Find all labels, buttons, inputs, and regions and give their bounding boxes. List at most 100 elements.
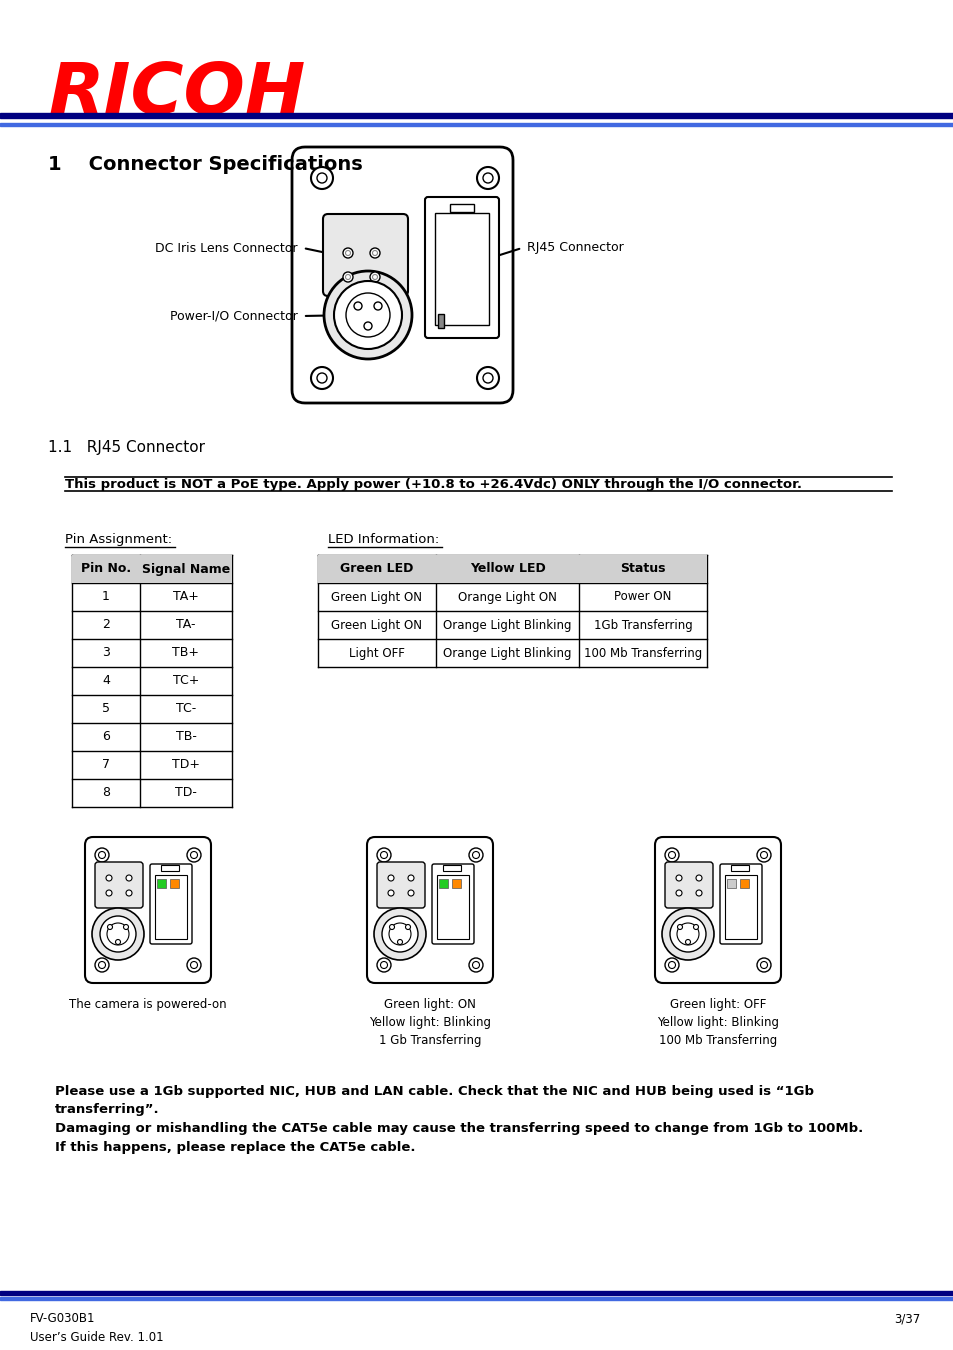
Circle shape — [469, 958, 482, 972]
Circle shape — [311, 367, 333, 389]
Bar — [438, 879, 448, 888]
Bar — [435, 213, 489, 325]
FancyBboxPatch shape — [292, 147, 513, 404]
Circle shape — [677, 925, 681, 930]
FancyBboxPatch shape — [95, 863, 143, 909]
Text: 7: 7 — [102, 759, 110, 771]
Circle shape — [397, 940, 402, 945]
Bar — [317, 555, 706, 583]
Text: Green Light ON: Green Light ON — [331, 618, 422, 632]
Text: Pin Assignment:: Pin Assignment: — [65, 533, 172, 545]
FancyBboxPatch shape — [655, 837, 781, 983]
Circle shape — [364, 323, 372, 329]
Circle shape — [376, 848, 391, 863]
Circle shape — [98, 852, 106, 859]
Text: TD+: TD+ — [172, 759, 200, 771]
Circle shape — [187, 958, 201, 972]
Circle shape — [676, 890, 681, 896]
Circle shape — [343, 271, 353, 282]
FancyBboxPatch shape — [720, 864, 761, 944]
Circle shape — [115, 940, 120, 945]
Circle shape — [354, 302, 361, 311]
Circle shape — [760, 961, 767, 968]
Circle shape — [126, 875, 132, 882]
Text: TB-: TB- — [175, 730, 196, 744]
Circle shape — [476, 367, 498, 389]
Circle shape — [107, 923, 129, 945]
Text: TA-: TA- — [176, 618, 195, 632]
Text: Status: Status — [619, 563, 665, 575]
Text: This product is NOT a PoE type. Apply power (+10.8 to +26.4Vdc) ONLY through the: This product is NOT a PoE type. Apply po… — [65, 478, 801, 491]
Bar — [0, 113, 953, 117]
Circle shape — [123, 925, 129, 930]
Circle shape — [469, 848, 482, 863]
Text: LED Information:: LED Information: — [328, 533, 438, 545]
Circle shape — [696, 890, 701, 896]
Text: Please use a 1Gb supported NIC, HUB and LAN cable. Check that the NIC and HUB be: Please use a 1Gb supported NIC, HUB and … — [55, 1085, 862, 1153]
Circle shape — [334, 281, 401, 350]
Bar — [170, 879, 179, 888]
Circle shape — [760, 852, 767, 859]
Circle shape — [668, 961, 675, 968]
Text: 1Gb Transferring: 1Gb Transferring — [593, 618, 692, 632]
Circle shape — [685, 940, 690, 945]
Text: 2: 2 — [102, 618, 110, 632]
Circle shape — [380, 852, 387, 859]
Circle shape — [482, 373, 493, 383]
Circle shape — [757, 848, 770, 863]
Text: TD-: TD- — [175, 787, 196, 799]
Circle shape — [324, 271, 412, 359]
FancyBboxPatch shape — [424, 197, 498, 338]
Text: The camera is powered-on: The camera is powered-on — [70, 998, 227, 1011]
Text: Light OFF: Light OFF — [349, 647, 404, 660]
Circle shape — [664, 848, 679, 863]
Circle shape — [482, 173, 493, 184]
Circle shape — [476, 167, 498, 189]
Circle shape — [757, 958, 770, 972]
Text: Power-I/O Connector: Power-I/O Connector — [170, 309, 297, 323]
Circle shape — [381, 917, 417, 952]
Circle shape — [696, 875, 701, 882]
Circle shape — [316, 173, 327, 184]
Bar — [154, 875, 187, 940]
Text: Signal Name: Signal Name — [142, 563, 230, 575]
Circle shape — [380, 961, 387, 968]
Text: Pin No.: Pin No. — [81, 563, 131, 575]
FancyBboxPatch shape — [150, 864, 192, 944]
Text: 100 Mb Transferring: 100 Mb Transferring — [583, 647, 701, 660]
Bar — [0, 1291, 953, 1295]
Circle shape — [693, 925, 698, 930]
Text: TB+: TB+ — [172, 647, 199, 660]
Circle shape — [187, 848, 201, 863]
Circle shape — [472, 852, 479, 859]
Circle shape — [408, 875, 414, 882]
Text: Green light: OFF
Yellow light: Blinking
100 Mb Transferring: Green light: OFF Yellow light: Blinking … — [657, 998, 779, 1048]
Text: Green LED: Green LED — [340, 563, 414, 575]
Circle shape — [472, 961, 479, 968]
Text: DC Iris Lens Connector: DC Iris Lens Connector — [155, 242, 297, 255]
Circle shape — [106, 890, 112, 896]
Circle shape — [98, 961, 106, 968]
Text: 1.1   RJ45 Connector: 1.1 RJ45 Connector — [48, 440, 205, 455]
Text: Orange Light Blinking: Orange Light Blinking — [443, 647, 571, 660]
Circle shape — [345, 251, 350, 255]
Bar — [0, 1297, 953, 1300]
Circle shape — [95, 958, 109, 972]
Text: 3/37: 3/37 — [893, 1312, 919, 1324]
Text: 1    Connector Specifications: 1 Connector Specifications — [48, 155, 362, 174]
Text: FV-G030B1
User’s Guide Rev. 1.01: FV-G030B1 User’s Guide Rev. 1.01 — [30, 1312, 164, 1345]
Bar — [436, 875, 469, 940]
Bar — [442, 865, 460, 871]
Circle shape — [376, 958, 391, 972]
Text: Orange Light ON: Orange Light ON — [457, 590, 557, 603]
Bar — [161, 865, 179, 871]
FancyBboxPatch shape — [664, 863, 712, 909]
Circle shape — [388, 875, 394, 882]
Bar — [724, 875, 757, 940]
FancyBboxPatch shape — [367, 837, 493, 983]
Circle shape — [370, 271, 379, 282]
Text: 1: 1 — [102, 590, 110, 603]
Text: 4: 4 — [102, 675, 110, 687]
FancyBboxPatch shape — [376, 863, 424, 909]
Bar — [730, 865, 748, 871]
